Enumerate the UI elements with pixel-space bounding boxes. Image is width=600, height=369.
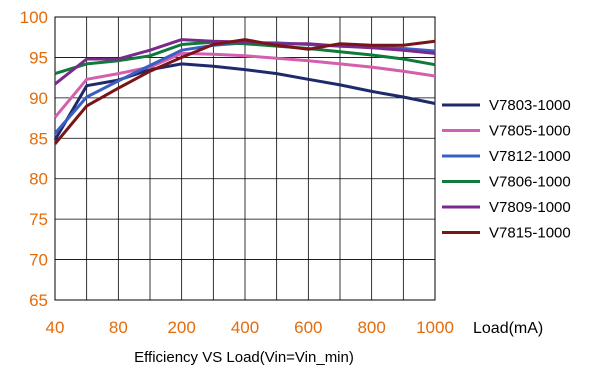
series-line-v7809-1000 xyxy=(54,38,436,86)
y-tick-label: 95 xyxy=(29,48,48,67)
series-line-v7805-1000 xyxy=(53,51,436,119)
y-tick-label: 80 xyxy=(29,170,48,189)
y-tick-label: 65 xyxy=(29,291,48,310)
x-tick-label: 1000 xyxy=(416,318,454,337)
x-axis-label: Load(mA) xyxy=(473,320,543,337)
y-tick-label: 75 xyxy=(29,210,48,229)
legend-label: V7805-1000 xyxy=(489,123,571,140)
series-lines xyxy=(53,38,436,145)
series-line-v7815-1000 xyxy=(53,38,436,145)
x-tick-label: 400 xyxy=(231,318,259,337)
x-tick-label: 40 xyxy=(46,318,65,337)
plot-area xyxy=(54,16,436,301)
legend-label: V7815-1000 xyxy=(489,225,571,242)
x-tick-label: 200 xyxy=(167,318,195,337)
legend-label: V7809-1000 xyxy=(489,199,571,216)
y-tick-label: 70 xyxy=(29,251,48,270)
legend: V7803-1000 V7805-1000 V7812-1000 V7806-1000… xyxy=(442,97,571,242)
y-axis-ticks: 65 70 75 80 85 90 95 100 xyxy=(20,8,48,310)
y-tick-label: 90 xyxy=(29,89,48,108)
x-axis-ticks: 40 80 200 400 600 800 1000 xyxy=(46,318,454,337)
y-tick-label: 85 xyxy=(29,129,48,148)
y-tick-label: 100 xyxy=(20,8,48,27)
x-tick-label: 800 xyxy=(357,318,385,337)
legend-label: V7812-1000 xyxy=(489,148,571,165)
chart-title: Efficiency VS Load(Vin=Vin_min) xyxy=(134,349,354,366)
legend-label: V7803-1000 xyxy=(489,97,571,114)
x-tick-label: 600 xyxy=(294,318,322,337)
x-tick-label: 80 xyxy=(109,318,128,337)
legend-label: V7806-1000 xyxy=(489,174,571,191)
series-line-v7806-1000 xyxy=(54,40,436,76)
